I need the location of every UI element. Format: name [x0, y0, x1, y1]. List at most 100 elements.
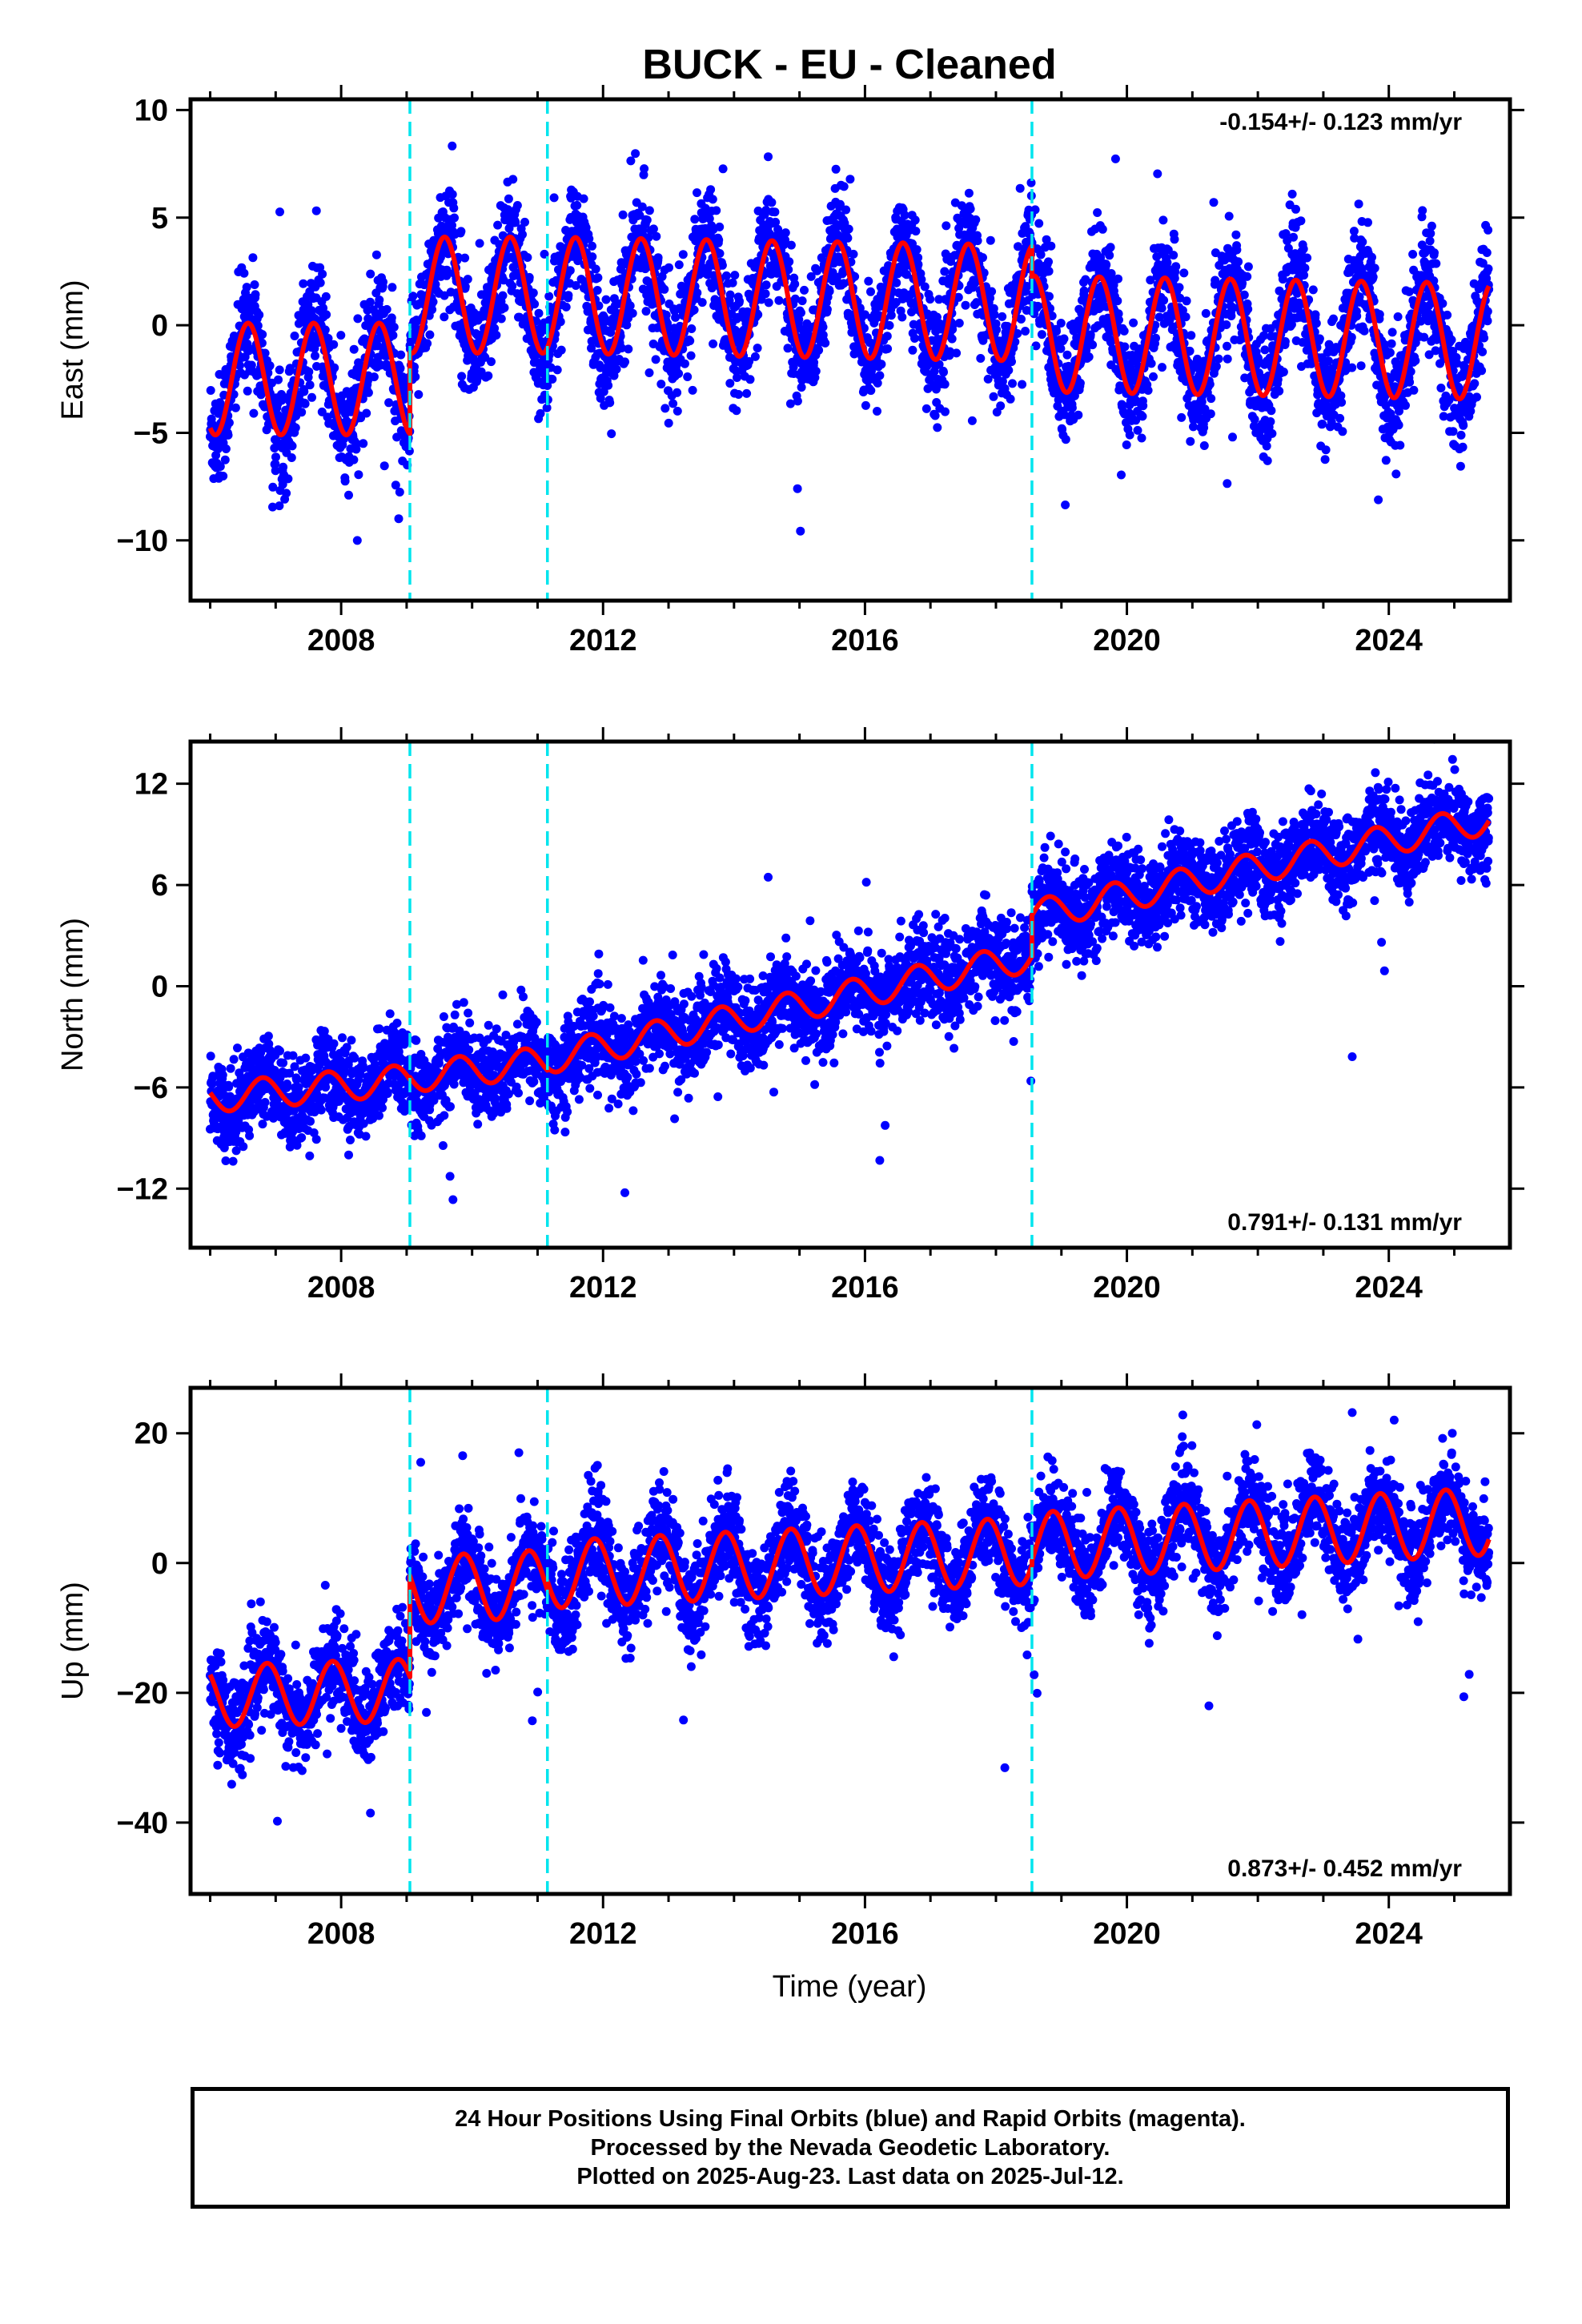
data-point	[1426, 229, 1435, 238]
data-point	[1182, 296, 1191, 306]
data-point	[448, 190, 457, 199]
data-point	[1260, 345, 1270, 355]
data-point	[844, 224, 853, 234]
data-point	[1456, 461, 1465, 471]
data-point	[354, 470, 363, 480]
data-point	[1279, 368, 1288, 376]
data-point	[712, 206, 721, 215]
data-point	[706, 185, 716, 195]
data-point	[1395, 440, 1405, 450]
data-point	[1243, 262, 1253, 271]
data-point	[631, 149, 640, 159]
data-point	[882, 332, 892, 341]
data-point	[866, 287, 875, 296]
data-point	[1074, 410, 1083, 420]
data-point	[1318, 420, 1327, 428]
data-point	[967, 416, 977, 425]
data-point	[1359, 326, 1369, 336]
data-point	[774, 227, 784, 237]
data-point	[315, 278, 325, 287]
y-axis-label: East (mm)	[56, 279, 90, 420]
data-point	[774, 296, 784, 305]
data-point	[336, 331, 346, 340]
data-point	[1214, 354, 1223, 364]
data-point	[954, 319, 964, 328]
data-point	[1458, 442, 1468, 452]
data-point	[304, 367, 314, 376]
data-point	[291, 423, 300, 432]
data-point	[524, 272, 534, 282]
data-point	[1335, 413, 1345, 423]
data-point	[1153, 169, 1162, 179]
data-point	[396, 364, 405, 373]
data-point	[961, 300, 970, 310]
data-point	[1122, 440, 1131, 449]
data-point	[215, 462, 225, 471]
x-tick-label: 2020	[1093, 624, 1161, 657]
data-point	[1169, 251, 1178, 260]
data-point	[831, 164, 841, 174]
data-point	[1329, 314, 1338, 324]
data-point	[926, 295, 935, 304]
data-point	[518, 230, 527, 239]
data-point	[1143, 386, 1153, 395]
data-point	[1098, 224, 1107, 234]
data-point	[1482, 248, 1492, 257]
data-point	[1037, 330, 1046, 340]
data-point	[387, 283, 397, 292]
data-point	[224, 418, 234, 428]
data-point	[1067, 403, 1077, 412]
data-point	[1059, 334, 1069, 344]
data-point	[249, 408, 259, 418]
data-point	[1411, 356, 1420, 365]
data-point	[688, 385, 697, 395]
data-point	[1387, 328, 1397, 337]
data-point	[395, 488, 404, 497]
data-point	[635, 211, 644, 220]
data-point	[299, 387, 309, 396]
data-point	[365, 297, 375, 307]
data-point	[1431, 259, 1441, 268]
data-point	[693, 288, 702, 298]
data-point	[319, 304, 328, 313]
data-point	[1470, 379, 1480, 388]
data-point	[388, 331, 398, 340]
data-point	[564, 291, 573, 300]
data-point	[242, 283, 251, 292]
data-point	[709, 339, 718, 348]
y-tick-label: −10	[117, 525, 168, 558]
data-point	[1320, 455, 1330, 464]
data-point	[1484, 264, 1493, 274]
y-tick-label: 10	[135, 94, 168, 127]
data-point	[971, 215, 981, 224]
data-point	[449, 203, 459, 213]
data-point	[764, 298, 773, 308]
data-point	[223, 430, 233, 440]
data-point	[1062, 350, 1072, 360]
data-point	[448, 141, 457, 151]
data-point	[626, 156, 636, 166]
data-point	[1250, 415, 1259, 424]
data-point	[596, 363, 605, 372]
data-point	[1137, 433, 1146, 443]
data-point	[588, 241, 596, 251]
data-point	[1483, 316, 1492, 326]
data-point	[450, 213, 459, 223]
data-point	[404, 446, 414, 456]
data-point	[1280, 337, 1290, 346]
data-point	[1354, 199, 1363, 209]
data-point	[1093, 208, 1102, 217]
data-point	[1224, 211, 1234, 221]
data-point	[644, 206, 654, 215]
data-point	[609, 294, 619, 304]
data-point	[793, 396, 802, 406]
data-point	[767, 198, 777, 207]
data-point	[628, 308, 637, 318]
data-point	[428, 297, 438, 307]
data-point	[952, 348, 962, 358]
data-point	[1483, 307, 1492, 316]
data-point	[1356, 361, 1366, 371]
data-point	[987, 287, 997, 296]
data-point	[1338, 427, 1347, 436]
data-point	[686, 351, 696, 360]
